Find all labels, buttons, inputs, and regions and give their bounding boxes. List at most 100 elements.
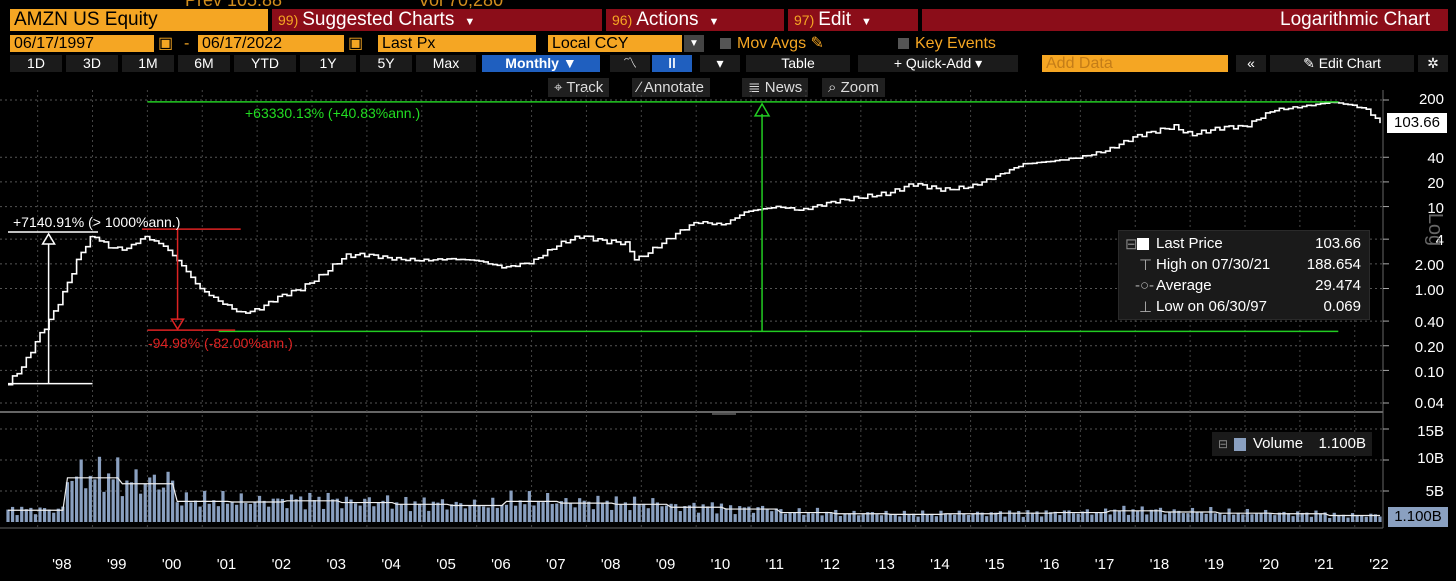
period-max-button[interactable]: Max <box>416 55 476 72</box>
volume-bar <box>203 490 207 522</box>
price-line <box>8 101 1381 386</box>
volume-y-tick: 5B <box>1425 483 1444 500</box>
period-6m-button[interactable]: 6M <box>178 55 230 72</box>
start-date-field[interactable]: 06/17/1997 <box>10 35 154 52</box>
volume-bar <box>1085 509 1089 522</box>
line-chart-icon[interactable]: 〽 <box>610 55 650 72</box>
currency-select[interactable]: Local CCY <box>548 35 682 52</box>
volume-bar <box>317 496 321 522</box>
early-gain-arrowhead <box>41 232 56 245</box>
x-tick-label: '16 <box>1039 556 1060 573</box>
volume-bar <box>262 500 266 522</box>
calendar-icon[interactable]: ▣ <box>158 35 174 52</box>
x-tick-label: '15 <box>985 556 1005 573</box>
volume-bar <box>509 490 513 522</box>
volume-bar <box>1323 512 1327 522</box>
volume-bar <box>1094 512 1099 522</box>
chevron-down-icon[interactable]: ▼ <box>684 35 704 52</box>
actions-menu[interactable]: 96) Actions ▼ <box>606 9 784 31</box>
volume-bar <box>1218 512 1222 522</box>
table-button[interactable]: Table <box>746 55 850 72</box>
legend-label: Average <box>1156 277 1212 294</box>
bar-chart-icon[interactable]: ǀǀ <box>652 55 692 72</box>
end-date-field[interactable]: 06/17/2022 <box>198 35 344 52</box>
volume-bar <box>756 507 760 522</box>
menu-number: 97) <box>794 12 815 28</box>
volume-bar <box>353 503 358 522</box>
period-1d-button[interactable]: 1D <box>10 55 62 72</box>
volume-bar <box>1181 513 1185 522</box>
volume-bar <box>24 509 28 522</box>
add-data-input[interactable]: Add Data <box>1042 55 1228 72</box>
volume-bar <box>989 512 993 522</box>
volume-bar <box>683 506 687 522</box>
period-1m-button[interactable]: 1M <box>122 55 174 72</box>
period-3d-button[interactable]: 3D <box>66 55 118 72</box>
edit-chart-button[interactable]: ✎ Edit Chart <box>1270 55 1414 72</box>
expand-icon[interactable]: ⊟ <box>1125 236 1138 253</box>
volume-bar <box>1099 512 1103 522</box>
volume-bar <box>363 498 367 522</box>
key-events-label: Key Events <box>915 35 996 52</box>
volume-bar <box>770 511 774 522</box>
volume-bar <box>527 491 531 522</box>
volume-bar <box>1254 513 1259 522</box>
volume-bar <box>1245 508 1249 522</box>
volume-bar <box>779 509 783 522</box>
volume-bar <box>591 509 595 522</box>
high-marker-icon: ⊤ <box>1139 257 1153 274</box>
annotate-tool[interactable]: ∕ Annotate <box>632 78 710 97</box>
volume-bar <box>998 511 1003 522</box>
frequency-select[interactable]: Monthly ▼ <box>482 55 600 72</box>
volume-bar <box>797 508 801 522</box>
volume-bar <box>1076 513 1080 522</box>
volume-bar <box>193 500 198 522</box>
track-tool[interactable]: ⌖ Track <box>548 78 610 97</box>
period-5y-button[interactable]: 5Y <box>360 55 412 72</box>
period-ytd-button[interactable]: YTD <box>234 55 296 72</box>
volume-bar <box>1039 516 1044 522</box>
volume-bar <box>1373 514 1378 522</box>
collapse-icon[interactable]: « <box>1236 55 1266 72</box>
news-label: News <box>764 79 803 96</box>
volume-bar <box>1332 512 1336 522</box>
volume-bar <box>907 514 911 522</box>
chevron-down-icon[interactable]: ▾ <box>700 55 740 72</box>
suggested-charts-menu[interactable]: 99) Suggested Charts ▼ <box>272 9 602 31</box>
volume-bar <box>482 506 486 522</box>
volume-bar <box>1062 510 1067 522</box>
volume-bar <box>546 493 550 522</box>
ticker-field[interactable]: AMZN US Equity <box>10 9 268 31</box>
magnifier-icon: ⌕ <box>828 79 837 96</box>
volume-bar <box>1282 511 1286 522</box>
volume-bar <box>321 508 326 522</box>
edit-menu[interactable]: 97) Edit ▼ <box>788 9 918 31</box>
volume-bar <box>189 502 193 522</box>
legend-row-average: -○- Average 29.474 <box>1119 277 1369 297</box>
volume-bar <box>422 497 426 522</box>
calendar-icon[interactable]: ▣ <box>348 35 364 52</box>
volume-bar <box>445 509 449 522</box>
volume-bar <box>834 509 838 522</box>
volume-bar <box>536 501 541 522</box>
y-tick: 10 <box>1427 200 1444 217</box>
quick-add-button[interactable]: + Quick-Add ▾ <box>858 55 1018 72</box>
zoom-tool[interactable]: ⌕ Zoom <box>822 78 885 97</box>
volume-average-line <box>8 477 1380 517</box>
period-1y-button[interactable]: 1Y <box>300 55 356 72</box>
field-select[interactable]: Last Px <box>378 35 536 52</box>
key-events-toggle[interactable]: Key Events <box>898 35 996 52</box>
volume-bar <box>1213 513 1217 522</box>
volume-bar <box>1172 509 1176 522</box>
volume-bar <box>418 503 422 522</box>
mov-avgs-toggle[interactable]: Mov Avgs ✎ <box>720 35 824 52</box>
x-tick-label: '20 <box>1259 556 1279 573</box>
gear-icon[interactable]: ✲ <box>1418 55 1448 72</box>
log-scale-label[interactable]: Log <box>1424 212 1447 247</box>
volume-bar <box>728 505 733 522</box>
expand-icon[interactable]: ⊟ <box>1218 437 1229 451</box>
volume-bar <box>180 505 184 522</box>
volume-bar <box>294 499 298 522</box>
volume-y-tick: 10B <box>1417 450 1444 467</box>
